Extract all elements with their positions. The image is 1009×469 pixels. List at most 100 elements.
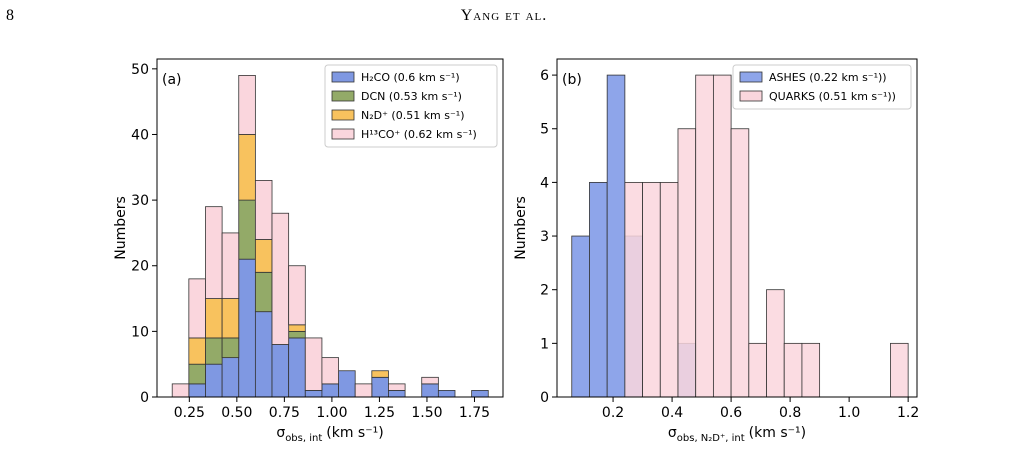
x-tick-label: 0.2 (602, 405, 624, 421)
histogram-bar (238, 75, 256, 135)
x-tick-label: 0.75 (269, 405, 300, 421)
y-tick-label: 5 (540, 122, 549, 138)
histogram-bar (783, 342, 803, 398)
histogram-bar (471, 390, 489, 398)
x-tick-label: 1.75 (459, 405, 490, 421)
x-tick-label: 1.2 (897, 405, 919, 421)
x-tick-label: 1.50 (411, 405, 442, 421)
legend-box (324, 64, 498, 148)
histogram-bar (188, 337, 206, 365)
histogram-bar (371, 370, 389, 378)
y-axis-label: Numbers (513, 196, 529, 260)
y-tick-label: 0 (140, 390, 149, 406)
y-tick-label: 2 (540, 283, 549, 299)
histogram-bar (642, 181, 661, 398)
y-tick-label: 4 (540, 175, 549, 191)
histogram-bar (437, 390, 456, 398)
histogram-bar (254, 180, 273, 240)
legend-label: DCN (0.53 km s⁻¹) (361, 90, 462, 103)
histogram-bar (712, 74, 732, 398)
y-tick-label: 0 (540, 390, 549, 406)
histogram-bar (238, 258, 256, 398)
panel-label: (a) (162, 72, 182, 88)
histogram-bar (171, 383, 190, 398)
histogram-bar (188, 383, 206, 398)
histogram-bar (321, 357, 339, 385)
y-tick-label: 3 (540, 229, 549, 245)
running-title: Yang et al. (461, 7, 548, 24)
histogram-bar (205, 337, 223, 365)
histogram-bar (221, 337, 240, 359)
histogram-bar (304, 390, 323, 398)
page-number: 8 (6, 7, 14, 24)
x-label-subscript: obs, int (285, 433, 322, 444)
histogram-bar (238, 134, 256, 201)
histogram-bar (288, 330, 306, 339)
x-tick-label: 0.4 (661, 405, 683, 421)
histogram-bar (571, 235, 590, 398)
y-tick-label: 10 (131, 324, 149, 340)
legend-swatch (331, 109, 355, 121)
histogram-bar (624, 181, 643, 398)
panel-label: (b) (562, 72, 582, 88)
x-label-subscript: obs, N₂D⁺, int (677, 433, 745, 444)
histogram-bar (254, 239, 273, 273)
legend-swatch (739, 71, 763, 83)
x-tick-label: 1.0 (838, 405, 860, 421)
legend-swatch (331, 90, 355, 102)
x-label-symbol: σ (276, 425, 285, 441)
x-tick-label: 1.00 (316, 405, 347, 421)
histogram-bar (354, 383, 373, 398)
histogram-bar (730, 128, 750, 398)
legend-label: ASHES (0.22 km s⁻¹)) (769, 71, 887, 84)
histogram-bar (288, 265, 306, 326)
x-axis-label: σobs, int (km s⁻¹) (276, 425, 383, 444)
histogram-bar (659, 181, 679, 398)
legend-swatch (331, 71, 355, 83)
histogram-bar (238, 199, 256, 260)
histogram-bar (321, 383, 339, 398)
legend-label: H₂CO (0.6 km s⁻¹) (361, 71, 460, 84)
x-tick-label: 1.25 (364, 405, 395, 421)
y-tick-label: 30 (131, 193, 149, 209)
histogram-bar (221, 357, 240, 398)
y-tick-label: 40 (131, 127, 149, 143)
histogram-bar (371, 376, 389, 398)
x-axis-label: σobs, N₂D⁺, int (km s⁻¹) (668, 425, 806, 444)
histogram-bar (271, 344, 290, 398)
legend-label: N₂D⁺ (0.51 km s⁻¹) (361, 109, 465, 122)
x-tick-label: 0.50 (221, 405, 252, 421)
histogram-bar (766, 289, 785, 398)
histogram-bar (801, 342, 821, 398)
legend-swatch (739, 90, 763, 102)
histogram-bar (421, 383, 439, 398)
histogram-bar (254, 271, 273, 313)
histogram-bar (254, 311, 273, 398)
histogram-bar (205, 363, 223, 398)
histogram-bar (188, 278, 206, 339)
x-label-unit: (km s⁻¹) (326, 425, 383, 441)
y-tick-label: 1 (540, 336, 549, 352)
x-tick-label: 0.25 (174, 405, 205, 421)
x-label-symbol: σ (668, 425, 677, 441)
histogram-bar (271, 212, 290, 345)
histogram-bar (288, 337, 306, 398)
histogram-bar (677, 128, 697, 398)
histogram-bar (188, 363, 206, 385)
histogram-bar (221, 298, 240, 339)
histogram-bar (304, 337, 323, 391)
y-tick-label: 50 (131, 62, 149, 78)
y-tick-label: 20 (131, 259, 149, 275)
plot-frame (556, 58, 918, 398)
histogram-bar (606, 74, 626, 398)
histogram-bar (388, 390, 406, 398)
legend-swatch (331, 128, 355, 140)
x-tick-label: 0.6 (720, 405, 742, 421)
plot-frame (156, 58, 504, 398)
legend-label: QUARKS (0.51 km s⁻¹)) (769, 90, 896, 103)
legend-label: H¹³CO⁺ (0.62 km s⁻¹) (361, 128, 477, 141)
histogram-bar (338, 370, 356, 398)
y-axis-label: Numbers (113, 196, 129, 260)
x-label-unit: (km s⁻¹) (749, 425, 806, 441)
